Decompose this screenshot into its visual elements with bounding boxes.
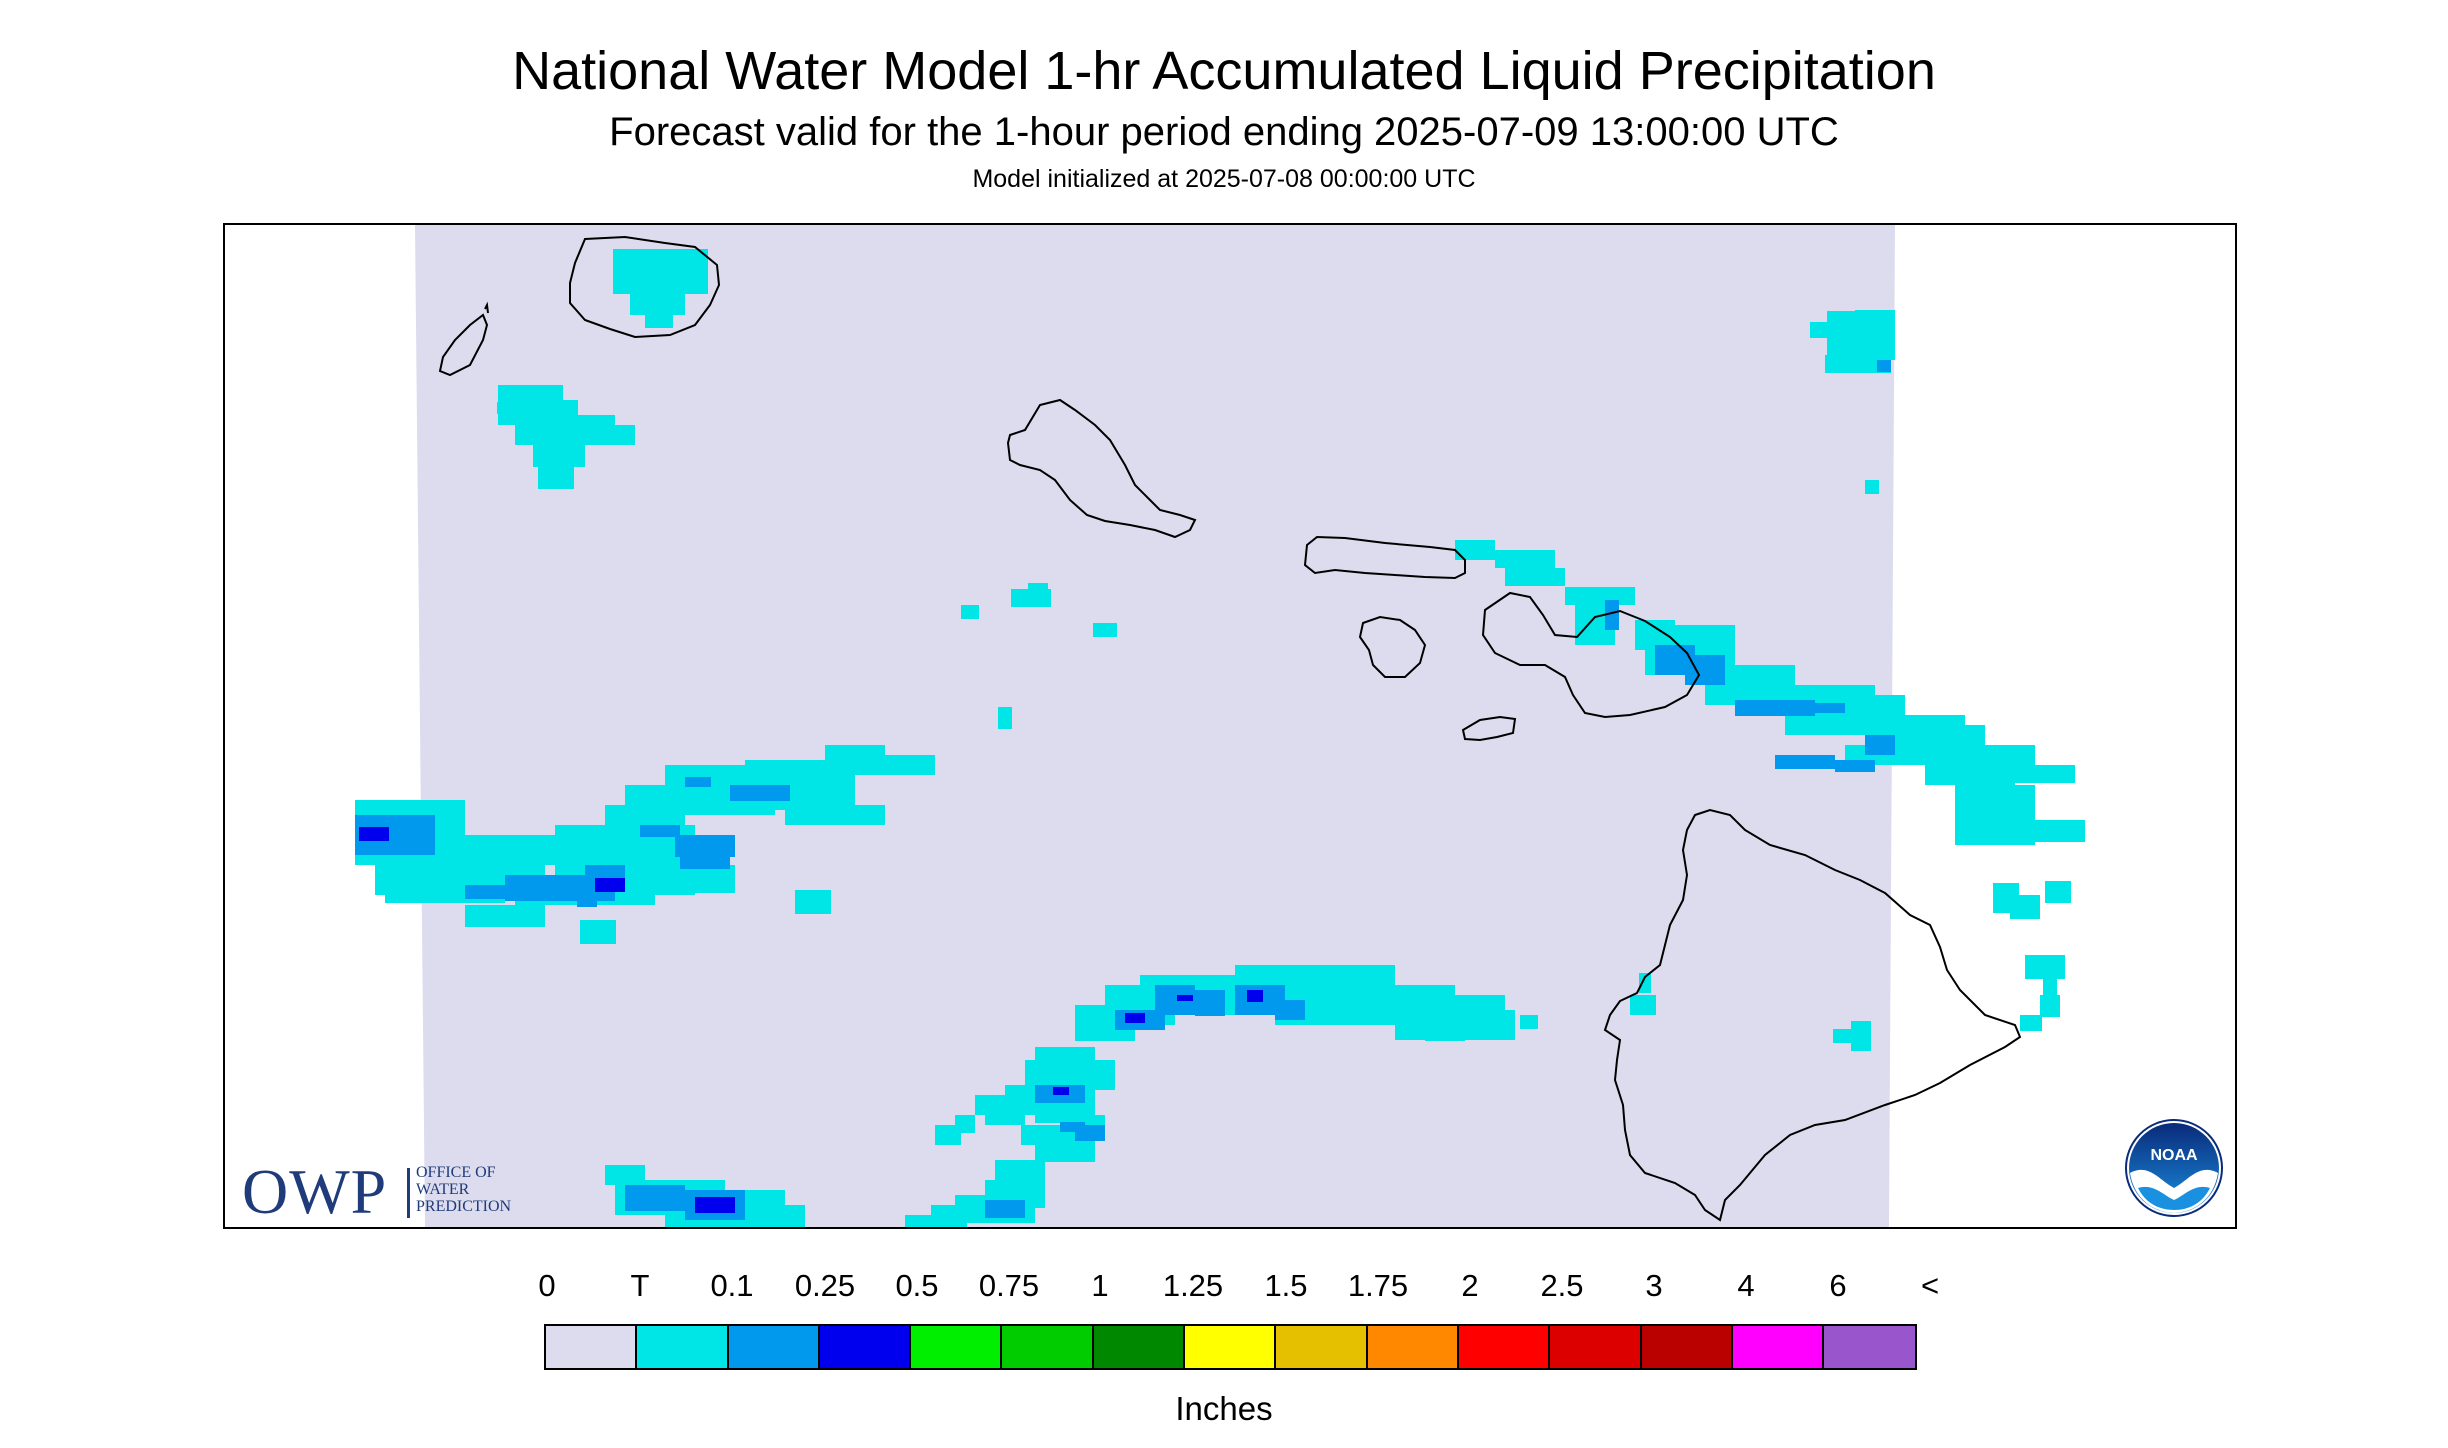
legend-label: 0.75 — [978, 1268, 1040, 1303]
maui-coast — [1481, 591, 1701, 719]
kauai-coast — [569, 235, 721, 339]
legend-units: Inches — [1175, 1390, 1273, 1427]
legend-swatch — [1276, 1326, 1368, 1368]
oahu-coast — [1006, 398, 1197, 539]
legend-label: 0.1 — [710, 1268, 754, 1303]
niihau-coast — [438, 301, 489, 377]
legend-label: 0.25 — [794, 1268, 856, 1303]
legend-swatch — [1824, 1326, 1916, 1368]
legend-swatch — [637, 1326, 729, 1368]
precipitation-map — [223, 223, 2237, 1229]
map-title: National Water Model 1-hr Accumulated Li… — [512, 41, 1936, 101]
map-subtitle: Forecast valid for the 1-hour period end… — [609, 110, 1839, 154]
legend-label: 2 — [1461, 1268, 1479, 1303]
coastlines — [438, 235, 2022, 1222]
model-init-text: Model initialized at 2025-07-08 00:00:00… — [972, 165, 1476, 193]
owp-logo-divider — [407, 1168, 410, 1218]
legend-label: 1.75 — [1347, 1268, 1409, 1303]
legend-label: 1.5 — [1264, 1268, 1308, 1303]
legend-swatch — [728, 1326, 820, 1368]
legend-swatch — [819, 1326, 912, 1368]
legend-swatch — [1002, 1326, 1094, 1368]
legend-swatch — [546, 1326, 638, 1368]
legend-colorbar — [544, 1324, 1918, 1370]
owp-logo-line1: OFFICE OF — [416, 1164, 496, 1181]
legend-swatch — [1641, 1326, 1733, 1368]
owp-logo-line2: WATER — [416, 1181, 470, 1198]
big-island-coast — [1603, 808, 2022, 1222]
legend-label: 3 — [1645, 1268, 1663, 1303]
noaa-logo-text: NOAA — [2150, 1147, 2198, 1164]
legend-label: 0.5 — [895, 1268, 939, 1303]
noaa-logo: NOAA — [2125, 1119, 2223, 1217]
legend-label: 0 — [538, 1268, 556, 1303]
legend-labels: 0 T 0.1 0.25 0.5 0.75 1 1.25 1.5 1.75 2 … — [0, 1268, 2448, 1308]
legend-swatch — [1732, 1326, 1825, 1368]
owp-logo-line3: PREDICTION — [416, 1198, 512, 1215]
legend-swatch — [1367, 1326, 1459, 1368]
precip-dark-blue-areas — [359, 827, 1263, 1213]
molokai-coast — [1303, 535, 1466, 580]
legend-swatch — [1458, 1326, 1551, 1368]
lanai-coast — [1358, 615, 1427, 678]
map-domain — [415, 225, 1895, 1227]
legend-label: 1 — [1091, 1268, 1109, 1303]
legend-swatch — [1093, 1326, 1186, 1368]
legend-label: 4 — [1737, 1268, 1755, 1303]
legend-label: 2.5 — [1540, 1268, 1584, 1303]
legend-label: T — [630, 1268, 650, 1303]
legend-label: 1.25 — [1162, 1268, 1224, 1303]
kahoolawe-coast — [1461, 715, 1517, 742]
owp-logo-abbrev: OWP — [242, 1156, 388, 1227]
legend-swatch — [911, 1326, 1003, 1368]
legend-swatch — [1550, 1326, 1642, 1368]
legend-swatch — [1185, 1326, 1277, 1368]
owp-logo-fullname: OFFICE OF WATER PREDICTION — [416, 1164, 511, 1215]
legend-label: 6 — [1829, 1268, 1847, 1303]
legend-label: < — [1920, 1268, 1940, 1303]
map-canvas — [355, 225, 2085, 1227]
